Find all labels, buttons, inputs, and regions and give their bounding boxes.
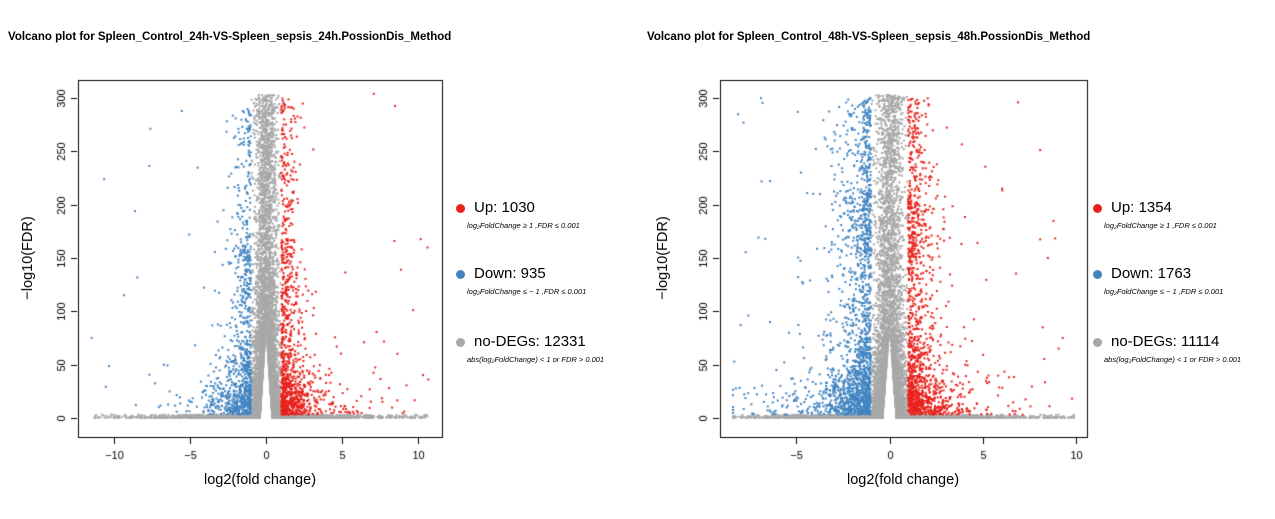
up-legend-criteria: log₂FoldChange ≥ 1 ,FDR ≤ 0.001	[467, 221, 580, 230]
legend-entry-up: Up: 1354 log₂FoldChange ≥ 1 ,FDR ≤ 0.001	[1093, 199, 1217, 230]
down-legend-criteria: log₂FoldChange ≤ − 1 ,FDR ≤ 0.001	[1104, 287, 1224, 296]
nodegs-legend-label: no-DEGs: 12331	[474, 333, 586, 350]
volcano-plot-canvas-48h	[637, 0, 1275, 519]
nodegs-legend-dot-icon	[1093, 337, 1102, 347]
legend-entry-nodegs: no-DEGs: 11114 abs(log₂FoldChange) < 1 o…	[1093, 333, 1241, 364]
down-legend-label: Down: 935	[474, 265, 546, 282]
up-legend-dot-icon	[1093, 203, 1102, 213]
nodegs-legend-criteria: abs(log₂FoldChange) < 1 or FDR > 0.001	[467, 355, 605, 364]
down-legend-dot-icon	[1093, 269, 1102, 279]
plot-title-24h: Volcano plot for Spleen_Control_24h-VS-S…	[8, 31, 452, 43]
legend-entry-down: Down: 1763 log₂FoldChange ≤ − 1 ,FDR ≤ 0…	[1093, 265, 1223, 296]
y-axis-label: −log10(FDR)	[20, 216, 36, 300]
nodegs-legend-criteria: abs(log₂FoldChange) < 1 or FDR > 0.001	[1104, 355, 1242, 364]
down-legend-label: Down: 1763	[1111, 265, 1192, 282]
legend-entry-up: Up: 1030 log₂FoldChange ≥ 1 ,FDR ≤ 0.001	[456, 199, 580, 230]
x-axis-label: log2(fold change)	[846, 472, 960, 488]
up-legend-criteria: log₂FoldChange ≥ 1 ,FDR ≤ 0.001	[1104, 221, 1217, 230]
panel-48h: Volcano plot for Spleen_Control_48h-VS-S…	[637, 0, 1275, 519]
nodegs-legend-label: no-DEGs: 11114	[1111, 333, 1220, 350]
down-legend-criteria: log₂FoldChange ≤ − 1 ,FDR ≤ 0.001	[467, 287, 587, 296]
up-legend-label: Up: 1030	[474, 199, 535, 216]
legend-48h: Up: 1354 log₂FoldChange ≥ 1 ,FDR ≤ 0.001…	[1093, 0, 1275, 519]
legend-24h: Up: 1030 log₂FoldChange ≥ 1 ,FDR ≤ 0.001…	[456, 0, 638, 519]
nodegs-legend-dot-icon	[456, 337, 465, 347]
legend-entry-nodegs: no-DEGs: 12331 abs(log₂FoldChange) < 1 o…	[456, 333, 604, 364]
legend-entry-down: Down: 935 log₂FoldChange ≤ − 1 ,FDR ≤ 0.…	[456, 265, 586, 296]
x-axis-label: log2(fold change)	[203, 472, 317, 488]
up-legend-dot-icon	[456, 203, 465, 213]
plot-title-48h: Volcano plot for Spleen_Control_48h-VS-S…	[647, 31, 1091, 43]
volcano-plot-canvas-24h	[0, 0, 638, 519]
panel-24h: Volcano plot for Spleen_Control_24h-VS-S…	[0, 0, 638, 519]
up-legend-label: Up: 1354	[1111, 199, 1172, 216]
y-axis-label: −log10(FDR)	[655, 216, 671, 300]
down-legend-dot-icon	[456, 269, 465, 279]
